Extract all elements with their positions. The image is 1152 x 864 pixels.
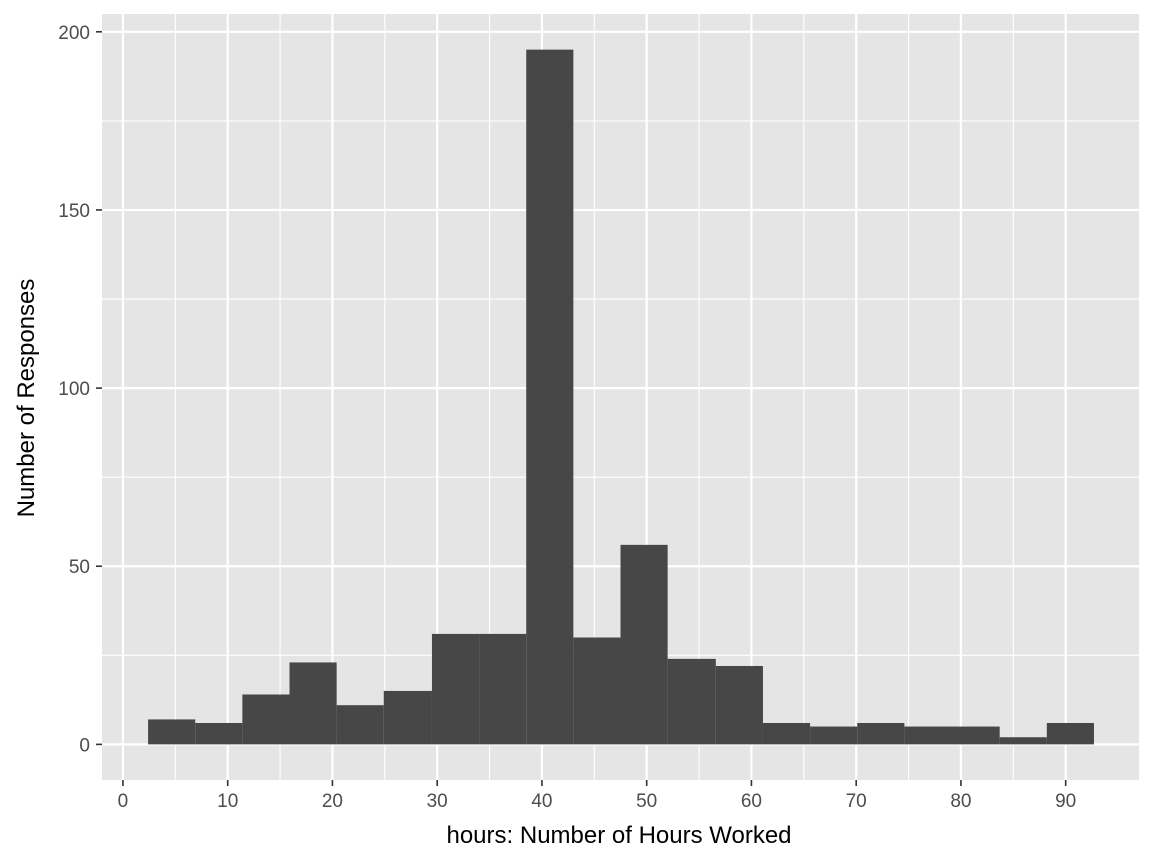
histogram-bar: [999, 737, 1047, 745]
x-tick-label: 50: [636, 791, 657, 812]
histogram-bar: [479, 633, 527, 745]
histogram-bar: [904, 726, 952, 745]
x-axis-title: hours: Number of Hours Worked: [446, 822, 791, 849]
histogram-bar: [526, 49, 574, 745]
y-tick-label: 0: [79, 735, 90, 756]
x-tick-label: 20: [322, 791, 343, 812]
y-tick-label: 100: [58, 379, 90, 400]
histogram-bar: [383, 690, 432, 745]
histogram-bar: [715, 665, 763, 745]
x-tick-label: 60: [741, 791, 762, 812]
y-tick-label: 50: [69, 557, 90, 578]
histogram-bar: [195, 722, 243, 745]
histogram-bar: [336, 705, 384, 745]
x-tick-label: 30: [427, 791, 448, 812]
histogram-bar: [810, 726, 858, 745]
x-tick-label: 40: [531, 791, 552, 812]
x-tick-label: 0: [118, 791, 129, 812]
histogram-bar: [242, 694, 290, 745]
x-tick-label: 80: [950, 791, 971, 812]
x-tick-label: 70: [846, 791, 867, 812]
x-tick-label: 10: [217, 791, 238, 812]
histogram-bars: [148, 49, 1094, 745]
histogram-bar: [620, 544, 668, 745]
histogram-bar: [148, 719, 196, 745]
histogram-bar: [289, 662, 337, 745]
x-axis: 0 10 20 30 40 50 60 70 80 90: [118, 780, 1076, 812]
y-axis-title: Number of Responses: [13, 279, 40, 518]
y-axis: 0 50 100 150 200: [58, 23, 102, 756]
y-tick-label: 150: [58, 201, 90, 222]
x-tick-label: 90: [1055, 791, 1076, 812]
histogram-bar: [951, 726, 1000, 745]
histogram-bar: [667, 658, 716, 745]
histogram-bar: [762, 722, 811, 745]
y-tick-label: 200: [58, 23, 90, 44]
histogram-bar: [857, 722, 905, 745]
histogram-bar: [573, 637, 621, 745]
histogram-bar: [431, 633, 480, 745]
histogram-bar: [1046, 722, 1094, 745]
